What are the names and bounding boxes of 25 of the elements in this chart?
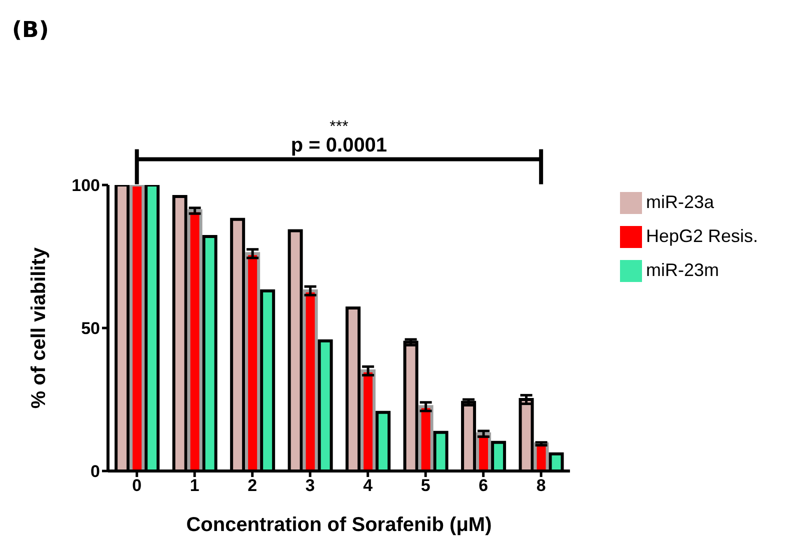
- x-tick-label: 3: [305, 476, 315, 496]
- bar: [360, 369, 376, 471]
- y-tick-label: 0: [90, 462, 100, 482]
- x-tick-label: 6: [478, 476, 488, 496]
- legend-label: miR-23a: [646, 192, 714, 212]
- legend-label: miR-23m: [646, 260, 719, 280]
- bar: [187, 209, 202, 471]
- x-axis-title: Concentration of Sorafenib (μM): [186, 514, 492, 536]
- bar: [418, 405, 434, 471]
- y-tick-label: 100: [72, 176, 100, 196]
- bar: [245, 252, 260, 471]
- text: p = 0.0001: [290, 134, 388, 156]
- bar: [302, 289, 318, 471]
- legend-label: HepG2 Resis.: [646, 226, 758, 246]
- y-axis-title: % of cell viability: [28, 246, 50, 409]
- x-tick-label: 0: [132, 476, 142, 496]
- text: (B): [12, 18, 49, 43]
- bar: [476, 432, 492, 471]
- x-tick-label: 8: [536, 476, 546, 496]
- y-tick-label: 50: [81, 319, 100, 338]
- x-tick-label: 4: [363, 476, 374, 496]
- x-tick-label: 1: [190, 476, 200, 496]
- x-tick-label: 5: [420, 476, 430, 496]
- x-tick-label: 2: [248, 476, 258, 496]
- text: ***: [330, 118, 348, 136]
